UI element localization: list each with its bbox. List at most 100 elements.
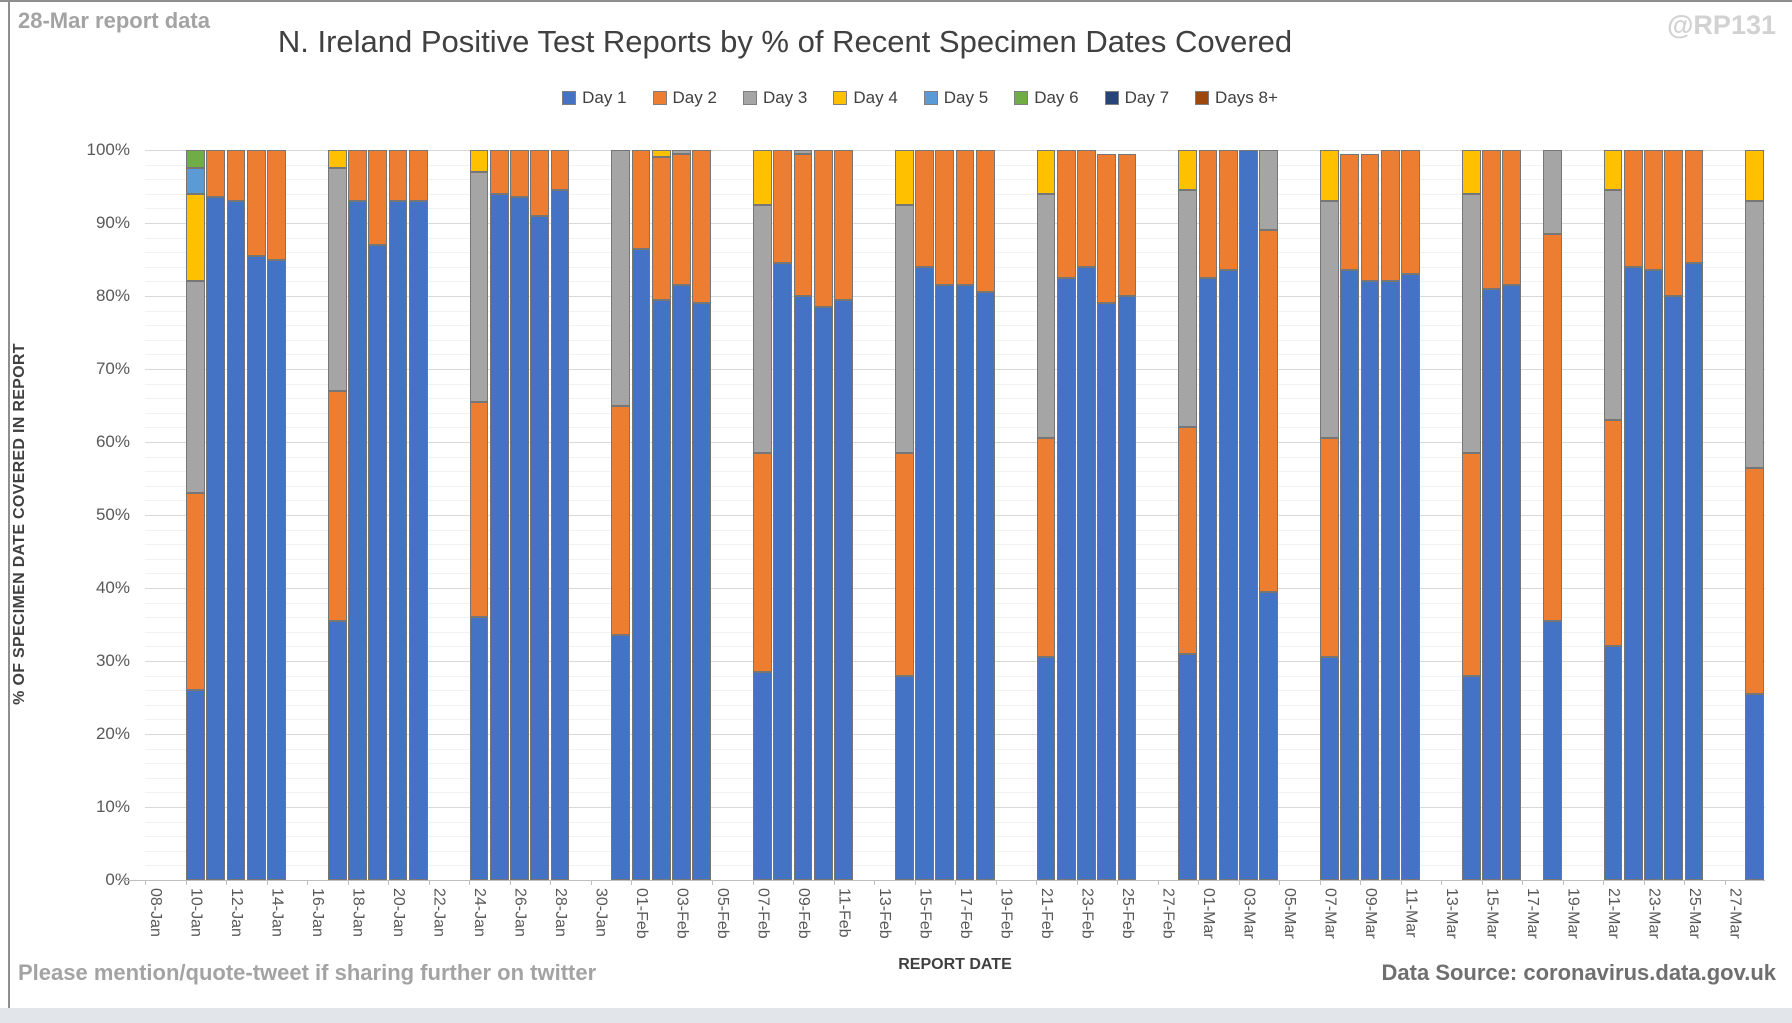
bar-25-Jan-segment-day-2 (489, 150, 509, 194)
major-gridline (145, 369, 1765, 370)
bar-14-Feb-segment-day-2 (894, 452, 914, 676)
bar-24-Mar-segment-day-1 (1664, 296, 1684, 880)
x-axis-title: REPORT DATE (898, 956, 1012, 973)
bar-28-Feb-segment-day-4 (1178, 150, 1198, 191)
minor-gridline (145, 690, 1765, 692)
minor-gridline (145, 354, 1765, 356)
bar-08-Feb-segment-day-1 (773, 263, 793, 880)
legend-item-day-6: Day 6 (1014, 88, 1079, 108)
bar-28-Mar-segment-day-3 (1745, 201, 1765, 468)
x-axis-tick (1076, 880, 1078, 885)
bar-10-Mar-segment-day-2 (1380, 150, 1400, 282)
bar-23-Feb (1077, 150, 1096, 880)
bar-11-Jan (206, 150, 226, 880)
bar-19-Jan-segment-day-1 (368, 244, 388, 880)
legend-swatch-icon (1195, 91, 1210, 105)
minor-gridline (145, 544, 1765, 546)
bar-16-Mar (1502, 150, 1522, 880)
bar-25-Feb-segment-day-1 (1117, 296, 1137, 880)
bar-17-Feb-segment-day-1 (955, 285, 975, 880)
minor-gridline (145, 748, 1765, 750)
x-axis-tick (226, 880, 227, 885)
bar-17-Jan-segment-day-2 (327, 390, 347, 621)
bar-24-Feb-segment-day-2 (1097, 154, 1117, 304)
minor-gridline (145, 412, 1765, 414)
bar-10-Mar-segment-day-1 (1380, 281, 1400, 880)
bar-24-Jan-segment-day-2 (469, 401, 489, 618)
bar-09-Feb-segment-day-1 (793, 296, 813, 880)
x-tick-label: 28-Jan (552, 888, 570, 937)
x-axis-tick (590, 880, 592, 885)
bar-09-Feb (793, 150, 813, 880)
bar-02-Feb-segment-day-1 (651, 299, 671, 880)
x-tick-label: 09-Feb (795, 888, 813, 939)
x-axis-tick (145, 880, 146, 885)
x-axis-tick (1157, 880, 1159, 885)
bar-15-Feb-segment-day-1 (915, 266, 934, 880)
x-axis-tick (671, 880, 673, 885)
window-left-border (8, 0, 10, 1023)
y-tick-label: 90% (95, 213, 130, 232)
x-axis-tick (712, 880, 713, 885)
x-tick-label: 08-Jan (147, 888, 165, 937)
bar-31-Jan-segment-day-2 (611, 405, 631, 636)
x-axis-tick (1400, 880, 1402, 885)
major-gridline (145, 296, 1765, 297)
bar-20-Jan (388, 150, 408, 880)
x-tick-label: 30-Jan (592, 888, 610, 937)
bar-21-Mar (1603, 150, 1623, 880)
major-gridline (145, 150, 1765, 151)
minor-gridline (145, 179, 1765, 181)
x-axis-tick (1319, 880, 1321, 885)
legend-swatch-icon (562, 91, 577, 105)
bar-24-Mar-segment-day-2 (1664, 150, 1684, 296)
minor-gridline (145, 719, 1765, 721)
major-gridline (145, 588, 1765, 589)
bar-22-Feb (1056, 150, 1076, 880)
bar-16-Feb-segment-day-1 (935, 285, 955, 880)
bar-18-Mar (1542, 150, 1562, 880)
x-tick-label: 13-Mar (1443, 888, 1461, 939)
bar-17-Jan-segment-day-1 (327, 620, 347, 880)
bar-25-Mar (1684, 150, 1704, 880)
bar-10-Jan-segment-day-1 (186, 690, 205, 880)
bar-28-Feb-segment-day-3 (1178, 190, 1198, 428)
x-tick-label: 23-Feb (1078, 888, 1096, 939)
bar-23-Mar-segment-day-1 (1644, 270, 1663, 880)
bar-31-Jan-segment-day-1 (611, 635, 631, 880)
y-tick-label: 30% (95, 651, 130, 670)
bar-16-Mar-segment-day-1 (1502, 285, 1522, 880)
bar-10-Jan-segment-day-4 (186, 193, 205, 282)
legend-label: Day 6 (1034, 88, 1079, 107)
x-tick-label: 01-Feb (633, 888, 651, 939)
bar-22-Mar (1623, 150, 1643, 880)
x-tick-label: 10-Jan (187, 888, 205, 937)
minor-gridline (145, 631, 1765, 633)
bottom-edge-strip (0, 1008, 1792, 1023)
x-axis-tick (1238, 880, 1240, 885)
minor-gridline (145, 164, 1765, 166)
legend-label: Day 1 (582, 88, 627, 107)
data-source-note: Data Source: coronavirus.data.gov.uk (1381, 960, 1776, 985)
y-axis-title: % OF SPECIMEN DATE COVERED IN REPORT (11, 343, 28, 705)
bar-10-Mar (1380, 150, 1400, 880)
minor-gridline (145, 471, 1765, 473)
x-tick-label: 27-Feb (1159, 888, 1177, 939)
x-tick-label: 11-Feb (835, 888, 853, 938)
minor-gridline (145, 777, 1765, 779)
minor-gridline (145, 558, 1765, 560)
bar-09-Mar-segment-day-1 (1360, 281, 1380, 880)
bar-02-Mar-segment-day-2 (1218, 150, 1238, 271)
x-axis-tick (752, 880, 754, 885)
minor-gridline (145, 573, 1765, 575)
bar-21-Mar-segment-day-3 (1603, 190, 1623, 421)
x-axis-tick (550, 880, 551, 885)
minor-gridline (145, 208, 1765, 210)
minor-gridline (145, 456, 1765, 458)
minor-gridline (145, 252, 1765, 254)
x-tick-label: 14-Jan (268, 888, 286, 937)
x-axis-tick (469, 880, 470, 885)
bar-14-Mar-segment-day-3 (1461, 193, 1481, 453)
bar-02-Mar (1218, 150, 1238, 880)
